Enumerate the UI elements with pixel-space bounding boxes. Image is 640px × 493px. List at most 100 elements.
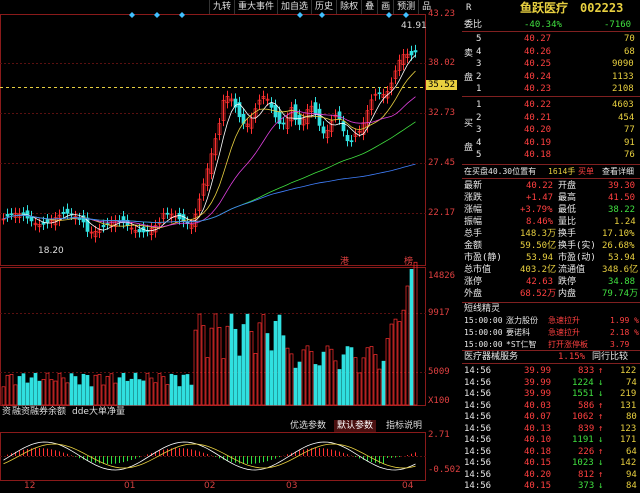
price-axis-label: 38.02 — [428, 58, 456, 68]
toolbar-overlay[interactable]: 叠 — [361, 0, 377, 14]
alert-type: 急速拉升 — [548, 328, 580, 337]
price-axis-label: 22.17 — [428, 208, 456, 218]
trade-price: 39.99 — [524, 366, 552, 376]
bid-volume: 454 — [618, 112, 635, 123]
toolbar-ex-rights[interactable]: 除权 — [336, 0, 361, 14]
tab-default-params[interactable]: 默认参数 — [334, 420, 377, 432]
moving-average-line — [3, 54, 416, 232]
volume-bar — [53, 380, 58, 406]
quote-label: 振幅 — [464, 217, 483, 227]
up-arrow-icon: ↑ — [598, 423, 604, 434]
candlestick — [137, 229, 142, 233]
stock-name: 鱼跃医疗 — [520, 1, 569, 15]
event-diamond-icon — [154, 12, 160, 18]
alerts-title[interactable]: 短线精灵 — [464, 304, 501, 314]
toolbar-history[interactable]: 历史 — [311, 0, 336, 14]
candlestick — [257, 99, 262, 105]
trade-price: 40.13 — [524, 423, 552, 434]
sector-name[interactable]: 医疗器械服务 — [464, 352, 519, 362]
queue-detail-link[interactable]: 查看详细 — [602, 167, 634, 176]
toolbar-add-watchlist[interactable]: 加自选 — [277, 0, 311, 14]
volume-bar — [357, 372, 362, 406]
alert-time: 15:00:00 — [464, 328, 503, 337]
candlestick — [269, 102, 274, 108]
order-queue-row: 在买盘40.30位置有 1614手 买单 查看详细 — [462, 166, 640, 178]
toolbar-draw[interactable]: 画 — [377, 0, 393, 14]
moving-average-line — [3, 70, 416, 229]
macd-tabbar: 优选参数 默认参数 指标说明 — [0, 420, 461, 432]
trade-count: 123 — [620, 423, 637, 434]
trade-volume: 1224 — [572, 377, 594, 388]
tab-indicator-help[interactable]: 指标说明 — [386, 421, 423, 431]
candlestick — [5, 213, 10, 217]
quote-row: 涨幅 +3.79% 最低 38.22 — [462, 204, 640, 216]
event-diamond-icon — [297, 12, 303, 18]
up-arrow-icon: ↑ — [598, 366, 604, 376]
bid-volume: 4603 — [612, 100, 634, 110]
kline-chart-area[interactable]: 九转 重大事件 加自选 历史 除权 叠 画 预测 品 43.23 38.02 3… — [0, 0, 461, 493]
quote-value: 39.30 — [608, 181, 636, 191]
candlestick — [297, 114, 302, 125]
volume-bar — [157, 373, 162, 406]
quote-row: 涨跌 +1.47 最高 41.50 — [462, 192, 640, 204]
toolbar-nine-turn[interactable]: 九转 — [209, 0, 234, 14]
volume-bar — [45, 372, 50, 406]
tab-optimal-params[interactable]: 优选参数 — [290, 421, 327, 431]
candlestick — [369, 99, 374, 111]
volume-bar — [197, 313, 202, 406]
trade-volume: 839 — [578, 423, 595, 434]
candlestick — [33, 222, 38, 226]
peer-compare-tab[interactable]: 同行比较 — [592, 352, 629, 362]
ask-level-row: 2 40.24 1133 — [462, 71, 640, 83]
event-diamond-icon — [386, 12, 392, 18]
candlestick — [357, 130, 362, 133]
ask-level: 4 — [476, 46, 482, 57]
bid-level-row: 5 40.18 76 — [462, 149, 640, 161]
candlestick — [161, 213, 166, 219]
volume-bar — [105, 376, 110, 406]
tab-fund[interactable]: 资 — [2, 407, 12, 417]
quote-label: 量比 — [558, 217, 577, 227]
candlestick — [101, 224, 106, 228]
ask-volume: 68 — [624, 46, 635, 57]
up-arrow-icon: ↑ — [598, 400, 604, 411]
volume-bar — [57, 372, 62, 406]
toolbar-product[interactable]: 品 — [418, 0, 434, 14]
quote-value: 1.24 — [614, 217, 636, 227]
quote-row: 总手 148.3万 换手 17.10% — [462, 228, 640, 240]
down-arrow-icon: ↓ — [598, 458, 604, 468]
trade-volume: 226 — [578, 446, 595, 457]
volume-bar — [61, 377, 66, 406]
ask-price: 40.25 — [524, 59, 552, 69]
trade-price: 40.07 — [524, 412, 552, 422]
date-tick: 04 — [402, 481, 414, 491]
volume-bar — [209, 327, 214, 406]
volume-bar — [181, 374, 186, 406]
candlestick — [157, 222, 162, 225]
candlestick — [209, 153, 214, 174]
toolbar-forecast[interactable]: 预测 — [393, 0, 418, 14]
toolbar-major-events[interactable]: 重大事件 — [234, 0, 277, 14]
event-mark[interactable]: 港 — [340, 257, 350, 267]
low-price-marker: 18.20 — [38, 246, 64, 256]
volume-bar — [257, 322, 262, 406]
volume-bar — [117, 377, 122, 406]
candlestick — [381, 94, 386, 98]
volume-bar — [229, 313, 234, 406]
kline-chart[interactable] — [0, 0, 461, 493]
volume-bar — [381, 360, 386, 406]
quote-row: 金额 59.50亿 换手(实) 26.68% — [462, 240, 640, 252]
volume-bar — [405, 285, 410, 406]
volume-bar — [217, 327, 222, 406]
trade-price: 39.99 — [524, 377, 552, 388]
event-mark[interactable]: 榜 — [404, 257, 414, 267]
tab-margin-balance[interactable]: 融资融券余额 — [12, 407, 67, 417]
trade-price: 40.15 — [524, 458, 552, 468]
candlestick — [89, 231, 94, 234]
candlestick — [345, 135, 350, 142]
volume-axis-unit: X100 — [428, 396, 450, 406]
quote-label: 最新 — [464, 181, 483, 191]
volume-bar — [21, 373, 26, 406]
trade-volume: 833 — [578, 366, 595, 376]
tab-dde-net[interactable]: dde大单净量 — [72, 407, 125, 417]
